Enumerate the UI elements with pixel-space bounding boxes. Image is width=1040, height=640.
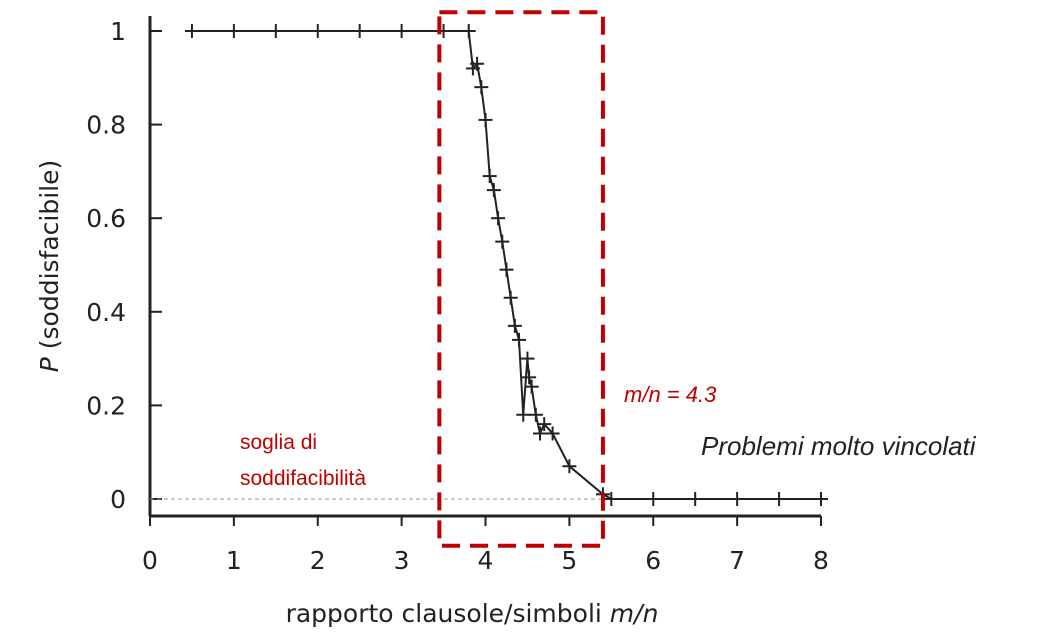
data-point-marker [226, 24, 241, 38]
data-point-marker [268, 24, 283, 38]
threshold-highlight-box [437, 10, 605, 548]
data-point-marker [394, 24, 409, 38]
y-tick-label: 0.4 [86, 298, 126, 327]
data-point-marker [478, 112, 493, 127]
data-point-marker [486, 183, 501, 198]
data-point-marker [503, 290, 518, 305]
data-point-marker [646, 492, 661, 506]
data-point-marker [562, 459, 577, 474]
data-point-marker [482, 169, 497, 184]
annotation-constrained: Problemi molto vincolati [701, 431, 977, 461]
data-point-marker [184, 24, 199, 38]
data-point-marker [528, 407, 543, 422]
y-tick-label: 1 [110, 17, 126, 46]
x-tick-label: 0 [142, 546, 158, 575]
y-tick-label: 0.2 [86, 391, 126, 420]
data-point-marker [491, 211, 506, 226]
data-point-marker [470, 56, 485, 71]
y-tick-label: 0.6 [86, 204, 126, 233]
y-tick-label: 0 [110, 485, 126, 514]
data-point-marker [520, 351, 535, 366]
data-point-marker [604, 492, 619, 506]
x-tick-label: 7 [729, 546, 745, 575]
annotation-ratio-value: m/n = 4.3 [624, 382, 717, 407]
data-point-marker [512, 332, 527, 347]
data-point-marker [814, 492, 828, 506]
data-point-marker [537, 417, 552, 432]
data-point-marker [533, 426, 548, 441]
annotation-threshold-line1: soglia di [240, 431, 317, 454]
x-tick-label: 4 [478, 546, 494, 575]
x-tick-label: 2 [310, 546, 326, 575]
data-point-marker [688, 492, 703, 506]
x-tick-label: 6 [645, 546, 661, 575]
y-axis-title: P (soddisfacibile) [35, 160, 64, 373]
data-point-marker [516, 407, 531, 422]
data-point-marker [524, 379, 539, 394]
data-point-marker [474, 80, 489, 95]
data-point-marker [730, 492, 745, 506]
x-tick-label: 3 [394, 546, 410, 575]
data-point-marker [352, 24, 367, 38]
data-point-marker [495, 234, 510, 249]
data-point-marker [545, 426, 560, 441]
data-point-marker [310, 24, 325, 38]
x-tick-label: 5 [561, 546, 577, 575]
annotation-threshold-line2: soddifacibilità [240, 467, 366, 490]
data-point-marker [461, 24, 476, 38]
x-axis-title: rapporto clausole/simboli m/n [286, 599, 659, 628]
data-point-marker [499, 262, 514, 277]
x-tick-label: 1 [226, 546, 242, 575]
x-tick-label: 8 [813, 546, 829, 575]
data-point-marker [772, 492, 787, 506]
y-tick-label: 0.8 [86, 111, 126, 140]
data-point-marker [522, 370, 537, 385]
data-point-marker [507, 318, 522, 333]
